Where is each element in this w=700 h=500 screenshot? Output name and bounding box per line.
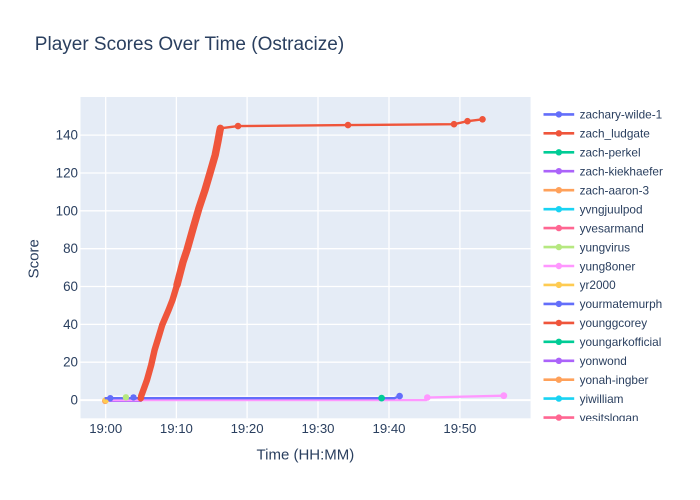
svg-text:yonah-ingber: yonah-ingber	[580, 373, 649, 387]
svg-text:yr2000: yr2000	[580, 278, 617, 292]
svg-text:zachary-wilde-1: zachary-wilde-1	[580, 108, 663, 122]
svg-text:60: 60	[63, 279, 78, 294]
svg-text:yonwond: yonwond	[580, 354, 627, 368]
svg-text:20: 20	[63, 355, 78, 370]
svg-text:0: 0	[71, 393, 78, 408]
svg-text:140: 140	[56, 128, 78, 143]
svg-text:zach-perkel: zach-perkel	[580, 146, 641, 160]
svg-text:Player Scores Over Time (Ostra: Player Scores Over Time (Ostracize)	[35, 34, 344, 55]
svg-text:120: 120	[56, 166, 78, 181]
svg-text:19:20: 19:20	[231, 421, 264, 436]
svg-text:yiwilliam: yiwilliam	[580, 392, 624, 406]
svg-text:19:50: 19:50	[443, 421, 476, 436]
svg-text:80: 80	[63, 241, 78, 256]
svg-text:19:40: 19:40	[372, 421, 405, 436]
svg-text:19:00: 19:00	[89, 421, 122, 436]
svg-text:Time (HH:MM): Time (HH:MM)	[257, 447, 355, 464]
svg-text:yvesarmand: yvesarmand	[580, 221, 644, 235]
svg-text:100: 100	[56, 203, 78, 218]
svg-text:younggcorey: younggcorey	[580, 316, 648, 330]
svg-text:yungvirus: yungvirus	[580, 240, 631, 254]
svg-text:yesitslogan: yesitslogan	[580, 411, 639, 425]
svg-text:40: 40	[63, 317, 78, 332]
svg-text:zach-kiekhaefer: zach-kiekhaefer	[580, 165, 663, 179]
svg-text:19:30: 19:30	[301, 421, 334, 436]
svg-text:19:10: 19:10	[160, 421, 193, 436]
svg-text:yung8oner: yung8oner	[580, 259, 636, 273]
svg-text:zach_ludgate: zach_ludgate	[580, 127, 651, 141]
svg-text:yourmatemurph: yourmatemurph	[580, 297, 663, 311]
svg-text:yvngjuulpod: yvngjuulpod	[580, 203, 643, 217]
svg-text:Score: Score	[25, 239, 42, 278]
svg-text:zach-aaron-3: zach-aaron-3	[580, 184, 650, 198]
svg-text:youngarkofficial: youngarkofficial	[580, 335, 662, 349]
